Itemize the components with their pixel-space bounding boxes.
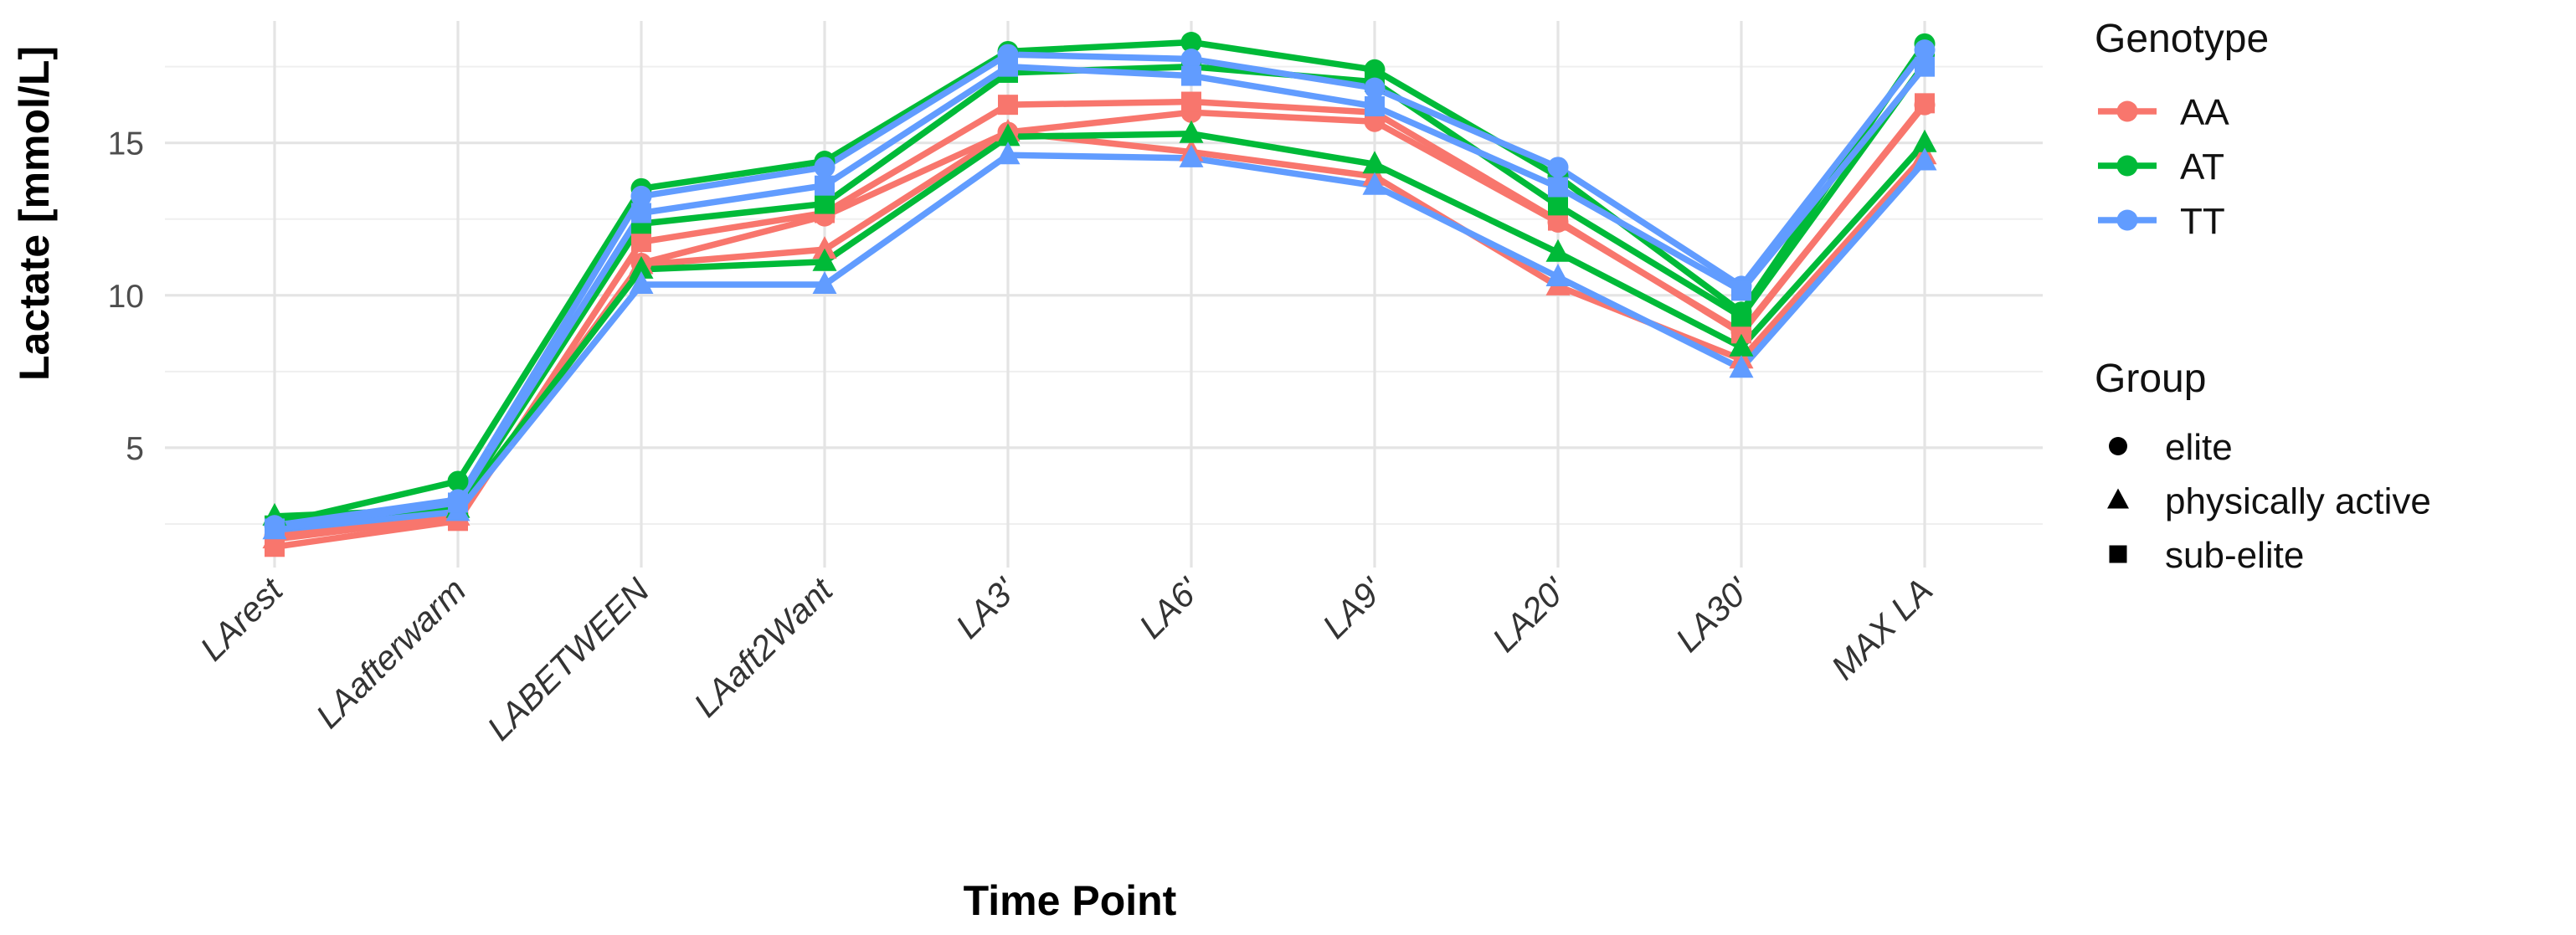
y-axis-tick-labels: 5 10 15 xyxy=(108,126,144,467)
y-tick-label-5: 5 xyxy=(126,431,144,467)
x-tick-label-LA3': LA3' xyxy=(949,570,1024,645)
point-AT-physically-active-LA6' xyxy=(1179,120,1204,143)
point-TT-physically-active-LA6' xyxy=(1179,144,1204,167)
point-AT-physically-active-LABETWEEN xyxy=(629,255,654,279)
point-TT-physically-active-LA30' xyxy=(1729,355,1754,378)
legend-genotype: Genotype AA AT TT xyxy=(2095,17,2269,242)
x-tick-label-LA20': LA20' xyxy=(1485,570,1575,660)
point-TT-sub-elite-LAaft2Want xyxy=(815,175,835,196)
point-AT-sub-elite-LA30' xyxy=(1731,306,1751,327)
line-AA-sub-elite xyxy=(271,98,1928,551)
point-AT-sub-elite-LAaft2Want xyxy=(815,193,835,214)
point-TT-elite-LAaft2Want xyxy=(814,157,836,178)
point-TT-sub-elite-LA20' xyxy=(1548,177,1568,198)
line-TT-sub-elite xyxy=(271,63,1928,532)
point-TT-sub-elite-LABETWEEN xyxy=(631,203,651,223)
point-TT-sub-elite-LArest xyxy=(265,518,285,539)
x-tick-label-LArest: LArest xyxy=(193,570,291,668)
point-TT-sub-elite-LA3' xyxy=(998,56,1018,77)
legend-key-circle-icon xyxy=(2109,437,2127,455)
point-AT-elite-LA6' xyxy=(1180,32,1202,54)
line-AA-elite xyxy=(271,101,1928,540)
legend-group: Group elite physically active sub-elite xyxy=(2095,357,2431,576)
point-TT-physically-active-LA20' xyxy=(1545,263,1571,286)
legend-key-point-TT xyxy=(2116,209,2138,231)
point-TT-sub-elite-LA9' xyxy=(1365,95,1385,116)
point-AA-sub-elite-LA20' xyxy=(1548,210,1568,231)
point-TT-sub-elite-LAafterwarm xyxy=(448,492,468,513)
point-AT-physically-active-LAaft2Want xyxy=(812,248,837,271)
point-AT-physically-active-LA30' xyxy=(1729,333,1754,357)
point-TT-sub-elite-MAX LA xyxy=(1915,56,1935,77)
point-TT-physically-active-LA9' xyxy=(1362,172,1387,195)
point-AA-physically-active-LAaft2Want xyxy=(812,236,837,259)
y-tick-label-15: 15 xyxy=(108,126,144,162)
legend-key-point-AT xyxy=(2116,155,2138,177)
series-lines xyxy=(271,39,1928,551)
point-TT-physically-active-LABETWEEN xyxy=(629,271,654,295)
legend-group-label-elite: elite xyxy=(2165,427,2233,468)
x-tick-label-LA9': LA9' xyxy=(1315,570,1391,645)
x-tick-label-LA6': LA6' xyxy=(1132,570,1207,645)
point-AA-sub-elite-LA3' xyxy=(998,95,1018,116)
point-TT-elite-MAX LA xyxy=(1914,39,1936,61)
legend-genotype-label-TT: TT xyxy=(2180,201,2225,242)
legend-key-triangle-icon xyxy=(2107,488,2129,509)
x-tick-label-MAX LA: MAX LA xyxy=(1823,571,1940,687)
point-AA-sub-elite-LA6' xyxy=(1181,91,1201,112)
line-TT-elite xyxy=(271,46,1928,529)
line-TT-physically-active xyxy=(271,152,1928,533)
x-tick-label-LAafterwarm: LAafterwarm xyxy=(308,571,473,736)
legend-genotype-title: Genotype xyxy=(2095,17,2269,61)
point-AT-elite-LAafterwarm xyxy=(447,470,469,492)
point-TT-elite-LABETWEEN xyxy=(630,185,652,207)
x-axis-title: Time Point xyxy=(964,877,1177,924)
line-AT-physically-active xyxy=(271,131,1928,520)
point-TT-sub-elite-LA30' xyxy=(1731,280,1751,301)
point-AA-sub-elite-LABETWEEN xyxy=(631,232,651,253)
point-TT-sub-elite-LA6' xyxy=(1181,65,1201,86)
line-AT-elite xyxy=(271,39,1928,527)
x-axis-tick-labels: LArest LAafterwarm LABETWEEN LAaft2Want LA3'… xyxy=(193,570,1940,747)
x-tick-label-LA30': LA30' xyxy=(1668,570,1758,660)
point-AT-physically-active-MAX LA xyxy=(1912,129,1937,152)
x-tick-label-LABETWEEN: LABETWEEN xyxy=(480,571,657,748)
series-markers xyxy=(262,32,1937,557)
y-axis-title: Lactate [mmol/L] xyxy=(11,46,58,381)
legend-genotype-label-AA: AA xyxy=(2180,92,2229,133)
point-AA-sub-elite-LArest xyxy=(265,537,285,557)
point-AT-physically-active-LA20' xyxy=(1545,239,1571,262)
point-TT-elite-LA6' xyxy=(1180,49,1202,70)
point-TT-physically-active-LA3' xyxy=(995,141,1021,165)
x-tick-label-LAaft2Want: LAaft2Want xyxy=(686,570,841,725)
legend-group-title: Group xyxy=(2095,357,2206,401)
legend-key-square-icon xyxy=(2109,545,2127,563)
y-tick-label-10: 10 xyxy=(108,279,144,315)
legend-group-label-sub-elite: sub-elite xyxy=(2165,535,2304,576)
point-AT-physically-active-LA9' xyxy=(1362,151,1387,174)
legend-group-label-physically-active: physically active xyxy=(2165,481,2431,522)
legend-key-point-AA xyxy=(2116,100,2138,122)
point-AT-physically-active-LA3' xyxy=(995,123,1021,146)
point-TT-physically-active-LAaft2Want xyxy=(812,271,837,295)
point-AA-sub-elite-MAX LA xyxy=(1915,93,1935,114)
legend-genotype-label-AT: AT xyxy=(2180,146,2224,188)
point-TT-physically-active-MAX LA xyxy=(1912,147,1937,171)
point-TT-elite-LA20' xyxy=(1547,157,1569,178)
point-AT-sub-elite-LA20' xyxy=(1548,195,1568,216)
point-TT-elite-LA9' xyxy=(1364,77,1386,99)
